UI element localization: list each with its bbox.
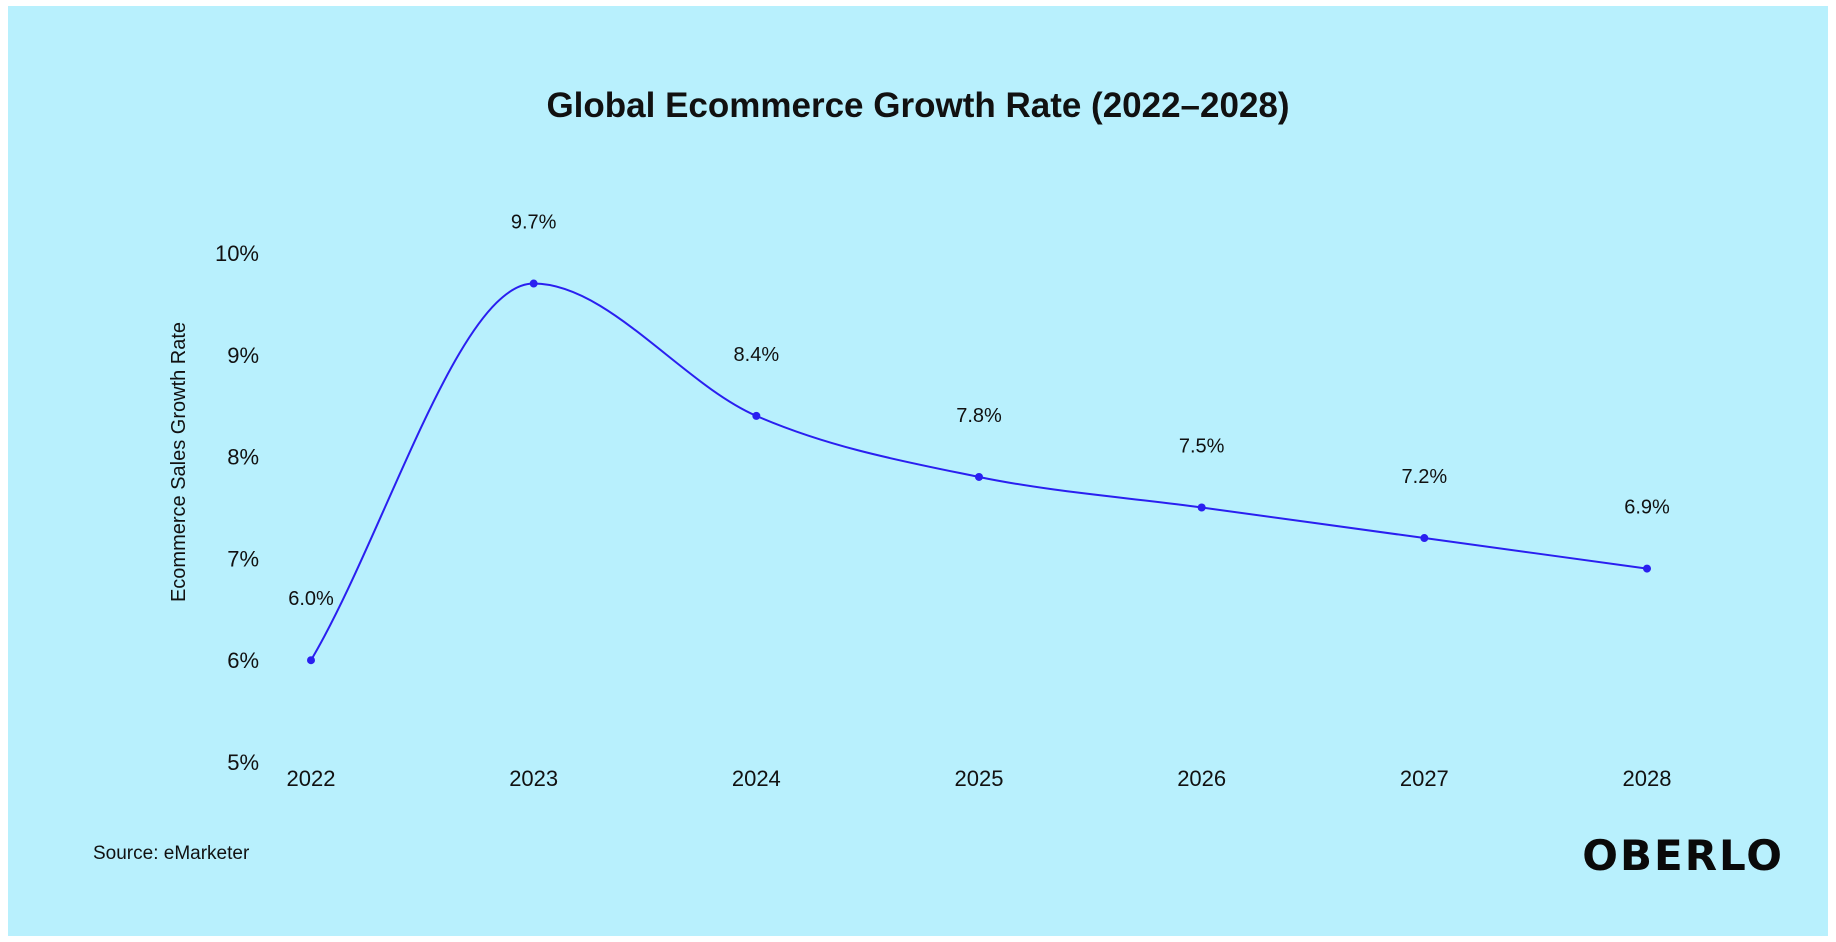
series-line-group xyxy=(310,282,1648,661)
data-label: 6.0% xyxy=(288,588,334,610)
y-tick-label: 10% xyxy=(215,241,259,266)
data-label: 6.9% xyxy=(1624,497,1670,519)
data-point xyxy=(1643,564,1651,573)
source-note: Source: eMarketer xyxy=(93,843,250,864)
chart-title: Global Ecommerce Growth Rate (2022–2028) xyxy=(546,86,1290,125)
y-tick-label: 6% xyxy=(227,648,259,673)
x-tick-label: 2024 xyxy=(732,766,781,791)
data-label: 7.8% xyxy=(956,405,1002,427)
x-tick-label: 2022 xyxy=(287,766,336,791)
data-labels: 6.0% 9.7% 8.4% 7.8% 7.5% 7.2% 6.9% xyxy=(288,212,1670,611)
oberlo-logo: OBERLO xyxy=(1582,831,1784,880)
y-axis-label-group: Ecommerce Sales Growth Rate xyxy=(168,322,190,602)
data-label: 8.4% xyxy=(734,344,780,366)
data-point xyxy=(1197,503,1206,512)
data-point xyxy=(975,472,983,481)
x-tick-label: 2026 xyxy=(1177,766,1226,791)
x-tick-label: 2025 xyxy=(955,766,1004,791)
data-label: 9.7% xyxy=(511,212,557,234)
data-point xyxy=(529,279,538,288)
data-points xyxy=(307,279,1651,665)
data-point xyxy=(307,656,315,665)
y-tick-label: 7% xyxy=(227,546,259,571)
y-tick-label: 5% xyxy=(227,750,259,775)
series-line xyxy=(310,282,1648,661)
x-tick-label: 2027 xyxy=(1400,766,1449,791)
y-axis-label: Ecommerce Sales Growth Rate xyxy=(168,322,190,602)
x-tick-label: 2028 xyxy=(1623,766,1672,791)
data-point xyxy=(752,411,761,420)
x-tick-labels: 2022 2023 2024 2025 2026 2027 2028 xyxy=(287,766,1672,791)
y-tick-label: 9% xyxy=(227,343,259,368)
data-label: 7.5% xyxy=(1179,436,1225,458)
data-point xyxy=(1420,534,1429,543)
y-tick-label: 8% xyxy=(227,445,259,470)
y-tick-labels: 5% 6% 7% 8% 9% 10% xyxy=(215,241,259,775)
data-label: 7.2% xyxy=(1402,466,1448,488)
chart-card xyxy=(8,6,1828,936)
x-tick-label: 2023 xyxy=(509,766,558,791)
